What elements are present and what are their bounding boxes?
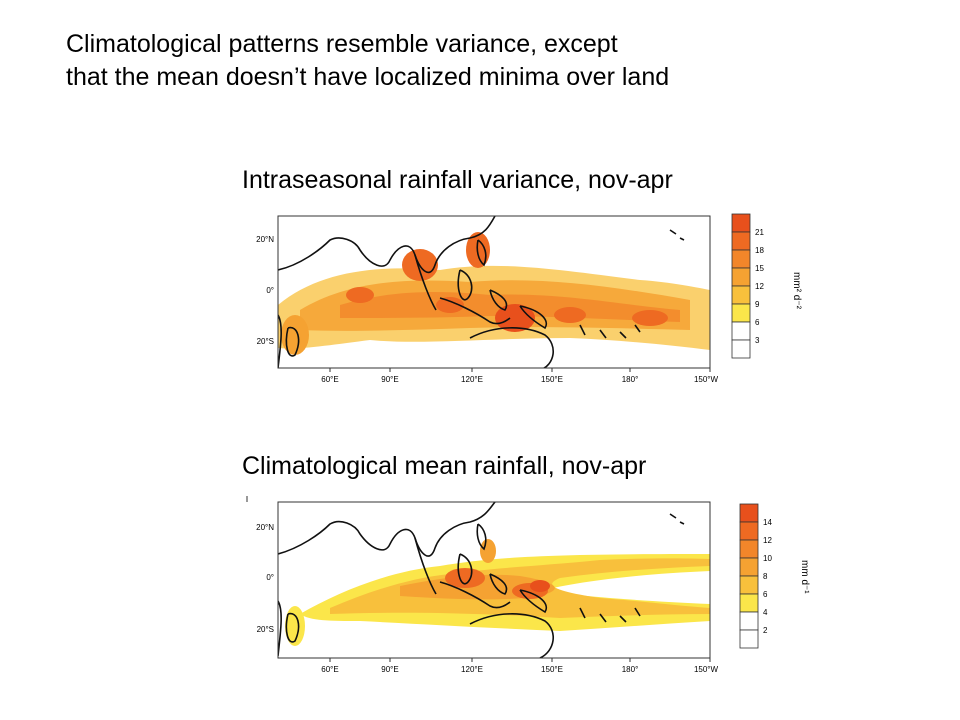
variance-legend-tick-label: 3 (755, 336, 760, 345)
variance-lon-label-180: 180° (622, 375, 639, 384)
variance-legend-tick-label: 18 (755, 246, 764, 255)
mean-lon-label-120e: 120°E (461, 665, 483, 674)
variance-legend-box (731, 339, 751, 359)
variance-map-title: Intraseasonal rainfall variance, nov-apr (242, 166, 673, 194)
mean-legend-tick-label: 2 (763, 626, 768, 635)
variance-lon-label-150w: 150°W (694, 375, 719, 384)
mean-map-title: Climatological mean rainfall, nov-apr (242, 452, 647, 480)
mean-legend-tick-label: 14 (763, 518, 772, 527)
variance-legend-box (731, 285, 751, 305)
mean-legend: 14 12 10 8 6 4 2 (739, 503, 772, 649)
mean-legend-box (739, 629, 759, 649)
mean-lat-label-0: 0° (266, 573, 274, 582)
variance-legend-tick-label: 21 (755, 228, 764, 237)
mean-legend-units: mm d⁻¹ (799, 560, 810, 594)
mean-lon-label-150e: 150°E (541, 665, 563, 674)
variance-legend-box (731, 249, 751, 269)
variance-lat-label-0: 0° (266, 286, 274, 295)
variance-legend: 21 18 15 12 9 6 3 (731, 213, 764, 359)
variance-legend-box (731, 303, 751, 323)
variance-lat-label-20n: 20°N (256, 235, 274, 244)
mean-lon-label-90e: 90°E (381, 665, 398, 674)
mean-legend-box (739, 557, 759, 577)
variance-lon-label-90e: 90°E (381, 375, 398, 384)
mean-legend-tick-label: 10 (763, 554, 772, 563)
headline-line-1: Climatological patterns resemble varianc… (66, 30, 618, 58)
mean-legend-box (739, 503, 759, 523)
mean-legend-box (739, 521, 759, 541)
headline: Climatological patterns resemble varianc… (66, 28, 926, 94)
variance-legend-tick-label: 6 (755, 318, 760, 327)
mean-legend-tick-label: 8 (763, 572, 768, 581)
variance-rain-field (278, 232, 710, 355)
variance-legend-units: mm² d⁻² (791, 272, 802, 309)
mean-rain-field (285, 539, 710, 646)
mean-lon-label-60e: 60°E (321, 665, 338, 674)
variance-legend-box (731, 321, 751, 341)
mean-legend-box (739, 575, 759, 595)
variance-lon-label-60e: 60°E (321, 375, 338, 384)
variance-lon-label-120e: 120°E (461, 375, 483, 384)
mean-map: 20°N 0° 20°S 60°E 90°E 120°E 150°E 180° … (246, 496, 719, 674)
mean-legend-box (739, 611, 759, 631)
mean-lon-label-180: 180° (622, 665, 639, 674)
mean-coastlines (278, 502, 685, 658)
variance-legend-tick-label: 9 (755, 300, 760, 309)
mean-legend-tick-label: 6 (763, 590, 768, 599)
mean-legend-tick-label: 12 (763, 536, 772, 545)
mean-lat-label-20s: 20°S (257, 625, 274, 634)
headline-line-2: that the mean doesn’t have localized min… (66, 63, 670, 91)
variance-legend-box (731, 213, 751, 233)
variance-legend-tick-label: 12 (755, 282, 764, 291)
variance-legend-box (731, 267, 751, 287)
mean-legend-box (739, 593, 759, 613)
variance-legend-tick-label: 15 (755, 264, 764, 273)
variance-lon-label-150e: 150°E (541, 375, 563, 384)
mean-lon-label-150w: 150°W (694, 665, 719, 674)
variance-lat-label-20s: 20°S (257, 337, 274, 346)
mean-lat-label-20n: 20°N (256, 523, 274, 532)
variance-coastlines (278, 216, 685, 368)
variance-map: 20°N 0° 20°S 60°E 90°E 120°E 150°E 180° … (256, 215, 719, 384)
variance-legend-box (731, 231, 751, 251)
mean-legend-box (739, 539, 759, 559)
mean-legend-tick-label: 4 (763, 608, 768, 617)
